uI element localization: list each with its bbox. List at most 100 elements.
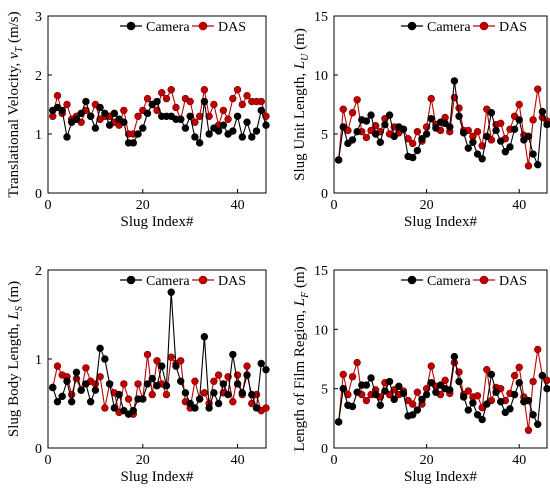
x-tick-label: 40 bbox=[231, 198, 245, 213]
plot-frame bbox=[333, 15, 548, 194]
data-point bbox=[172, 362, 180, 370]
data-point bbox=[464, 406, 472, 414]
data-point bbox=[238, 389, 247, 397]
y-tick-label: 10 bbox=[314, 69, 328, 84]
data-point bbox=[497, 137, 505, 145]
data-point bbox=[233, 380, 242, 388]
data-point bbox=[478, 415, 486, 424]
data-point bbox=[153, 97, 161, 106]
y-axis-label: Translational Velocity, vT (m/s) bbox=[6, 11, 25, 197]
data-point bbox=[214, 371, 223, 379]
data-point bbox=[134, 380, 142, 388]
data-point bbox=[427, 94, 435, 103]
y-axis-label-text: Length of Film Region, bbox=[292, 306, 308, 451]
data-point bbox=[399, 125, 408, 133]
data-point bbox=[191, 133, 199, 141]
data-point bbox=[205, 130, 213, 138]
data-point bbox=[473, 150, 482, 158]
data-point bbox=[67, 398, 76, 406]
data-point bbox=[510, 125, 519, 133]
data-point bbox=[538, 107, 547, 116]
y-axis-label: Slug Unit Length, LU (m) bbox=[292, 28, 311, 181]
data-point bbox=[362, 133, 371, 142]
data-point bbox=[110, 404, 119, 412]
data-point bbox=[224, 390, 232, 399]
legend-label-das: DAS bbox=[499, 274, 527, 289]
data-point bbox=[134, 130, 142, 138]
y-tick-label: 2 bbox=[35, 69, 42, 84]
y-axis-label-symbol: L bbox=[292, 61, 308, 70]
data-point bbox=[96, 373, 104, 381]
data-point bbox=[58, 392, 66, 401]
data-point bbox=[191, 377, 199, 385]
legend-label-das: DAS bbox=[218, 274, 246, 289]
data-point bbox=[101, 404, 109, 412]
series-camera bbox=[49, 97, 270, 147]
data-point bbox=[262, 365, 270, 374]
x-tick-label: 0 bbox=[331, 453, 338, 468]
data-point bbox=[524, 132, 533, 141]
data-point bbox=[101, 109, 109, 118]
data-point bbox=[483, 365, 491, 374]
data-point bbox=[371, 390, 380, 399]
data-point bbox=[233, 112, 242, 121]
legend-label-camera: Camera bbox=[427, 274, 471, 289]
data-point bbox=[399, 389, 408, 398]
data-point bbox=[257, 106, 265, 115]
data-point bbox=[162, 390, 171, 399]
y-axis-label-subscript: T bbox=[14, 45, 25, 52]
data-point bbox=[409, 411, 417, 419]
data-point bbox=[515, 363, 523, 372]
y-tick-label: 10 bbox=[314, 323, 328, 338]
data-point bbox=[139, 395, 147, 403]
data-point bbox=[105, 380, 114, 388]
data-point bbox=[515, 116, 523, 124]
chart-panel-2: 0 5 10 15 0 20 40 Slug Index# Slug Unit Length, … bbox=[292, 10, 550, 230]
data-point bbox=[492, 388, 500, 396]
data-point bbox=[483, 132, 491, 141]
data-point bbox=[195, 139, 204, 147]
data-point bbox=[115, 390, 123, 399]
legend-marker-camera bbox=[126, 21, 136, 31]
data-point bbox=[129, 406, 138, 415]
data-point bbox=[483, 400, 491, 408]
data-point bbox=[422, 130, 431, 138]
series-camera bbox=[334, 77, 550, 169]
data-point bbox=[413, 388, 422, 396]
x-tick-label: 0 bbox=[45, 198, 52, 213]
data-point bbox=[455, 377, 463, 386]
data-point bbox=[339, 123, 347, 131]
data-point bbox=[200, 389, 209, 397]
data-point bbox=[148, 390, 156, 399]
data-point bbox=[224, 115, 232, 123]
data-point bbox=[348, 136, 357, 144]
data-point bbox=[529, 150, 537, 158]
data-point bbox=[362, 117, 371, 125]
data-point bbox=[339, 370, 347, 379]
legend-marker-das bbox=[479, 21, 489, 31]
data-point bbox=[427, 114, 435, 123]
data-point bbox=[257, 359, 265, 368]
data-point bbox=[214, 127, 223, 135]
y-axis-label: Length of Film Region, LF (m) bbox=[292, 266, 311, 451]
data-point bbox=[53, 362, 62, 370]
plot-frame bbox=[333, 269, 548, 449]
data-point bbox=[210, 377, 218, 385]
data-point bbox=[195, 395, 204, 403]
data-point bbox=[143, 94, 152, 103]
data-point bbox=[376, 401, 384, 409]
data-point bbox=[450, 77, 459, 85]
data-point bbox=[487, 370, 496, 379]
data-point bbox=[506, 143, 514, 151]
chart-panel-4: 0 5 10 15 0 20 40 Slug Index# Length of Film Reg… bbox=[292, 264, 550, 485]
data-point bbox=[381, 387, 389, 395]
data-point bbox=[334, 418, 343, 426]
data-point bbox=[82, 97, 90, 106]
data-point bbox=[538, 371, 547, 380]
legend-marker-das bbox=[198, 21, 208, 31]
data-point bbox=[124, 395, 133, 403]
data-point bbox=[129, 139, 138, 147]
data-point bbox=[524, 396, 533, 405]
data-point bbox=[464, 144, 472, 152]
